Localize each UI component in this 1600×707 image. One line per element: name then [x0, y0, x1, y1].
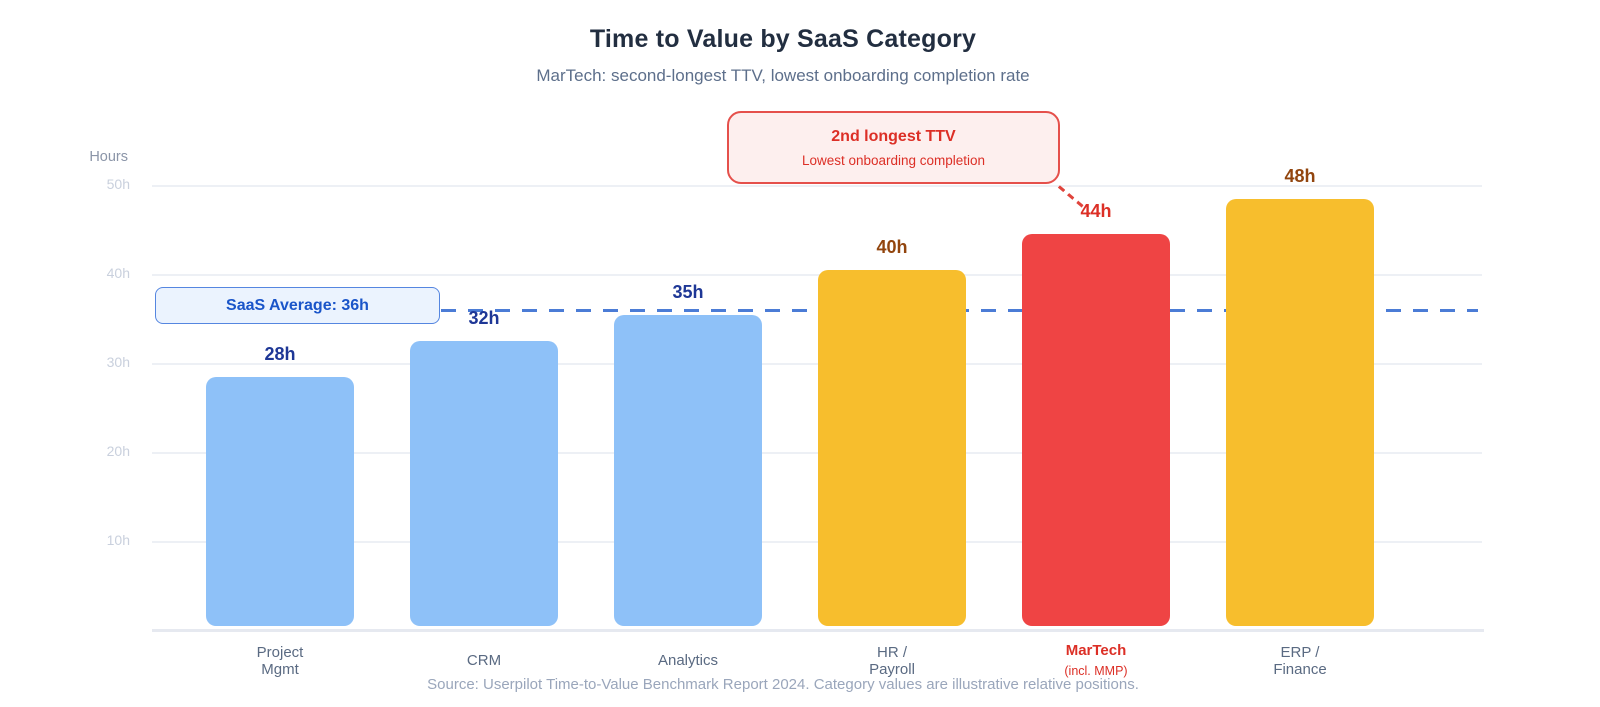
value-label-hr-payroll: 40h [876, 237, 908, 257]
value-label-martech: 44h [1080, 201, 1112, 222]
value-label-crm: 32h [468, 308, 500, 329]
value-label-erp-finance: 48h [1284, 165, 1316, 186]
martech-annotation: 2nd longest TTV Lowest onboarding comple… [727, 111, 1060, 184]
gridline-20h [152, 452, 1482, 454]
category-label-crm: CRM [466, 652, 502, 670]
y-tick-10h: 10h [106, 532, 130, 548]
category-label-project-mgmt: Project Mgmt [256, 643, 304, 679]
y-tick-50h: 50h [106, 176, 130, 192]
annotation-subtitle: Lowest onboarding completion [801, 152, 986, 168]
category-label-erp-finance: ERP / Finance [1273, 643, 1327, 679]
source-note: Source: Userpilot Time-to-Value Benchmar… [427, 676, 1139, 693]
gridline-50h [152, 185, 1482, 187]
y-tick-40h: 40h [106, 265, 130, 281]
x-axis-line [152, 629, 1484, 632]
chart-title: Time to Value by SaaS Category [589, 25, 977, 53]
saas-average-text: SaaS Average: 36h [226, 296, 369, 314]
y-tick-20h: 20h [106, 443, 130, 459]
y-tick-30h: 30h [106, 354, 130, 370]
gridline-40h [152, 274, 1482, 276]
gridline-10h [152, 541, 1482, 543]
bar-crm [410, 341, 558, 626]
category-label-hr-payroll: HR / Payroll [869, 643, 915, 679]
bar-project-mgmt [206, 376, 354, 626]
bar-hr-payroll [818, 270, 966, 626]
chart-subtitle: MarTech: second-longest TTV, lowest onbo… [536, 66, 1030, 85]
category-label-martech: MarTech (incl. MMP) [994, 638, 1198, 684]
category-note-martech: (incl. MMP) [1064, 663, 1128, 678]
gridline-30h [152, 363, 1482, 365]
value-label-project-mgmt: 28h [264, 343, 296, 364]
bar-erp-finance [1226, 198, 1374, 626]
saas-average-label: SaaS Average: 36h [155, 287, 440, 324]
category-label-analytics: Analytics [657, 652, 719, 670]
annotation-title: 2nd longest TTV [831, 127, 956, 145]
bar-analytics [614, 314, 762, 626]
bar-martech [1022, 234, 1170, 626]
value-label-analytics: 35h [672, 281, 704, 302]
y-axis-title: Hours [89, 149, 128, 165]
